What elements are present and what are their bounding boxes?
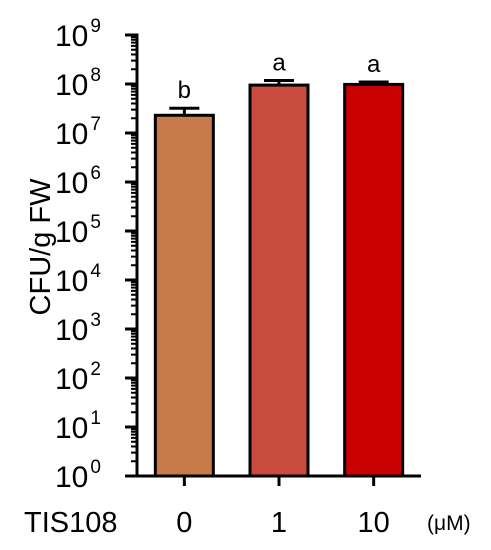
- x-tick-label: 0: [176, 507, 192, 539]
- y-tick-label: 10 8: [55, 65, 101, 102]
- y-tick-label: 10 0: [55, 457, 101, 494]
- y-tick-label: 10 9: [55, 16, 101, 53]
- y-tick-label: 10 6: [55, 163, 101, 200]
- y-axis-label: CFU/g FW: [25, 178, 57, 316]
- bar: [248, 83, 310, 478]
- significance-label: a: [272, 49, 286, 76]
- x-axis: 0 1 10: [135, 474, 421, 539]
- x-row-label: TIS108: [24, 507, 118, 539]
- y-tick-label: 10 2: [55, 359, 101, 396]
- x-tick-label: 1: [271, 507, 287, 539]
- x-tick-label: 10: [358, 507, 390, 539]
- y-tick-label: 10 5: [55, 212, 101, 249]
- y-tick-label: 10 3: [55, 310, 101, 347]
- bar: [343, 82, 405, 478]
- bars: b a a: [153, 49, 405, 478]
- x-unit-label: (μM): [427, 512, 471, 535]
- y-tick-label: 10 7: [55, 114, 101, 151]
- y-tick-label: 10 1: [55, 408, 101, 445]
- significance-label: a: [367, 51, 381, 78]
- significance-label: b: [178, 77, 191, 104]
- bar: [153, 113, 215, 478]
- y-tick-label: 10 4: [55, 261, 101, 298]
